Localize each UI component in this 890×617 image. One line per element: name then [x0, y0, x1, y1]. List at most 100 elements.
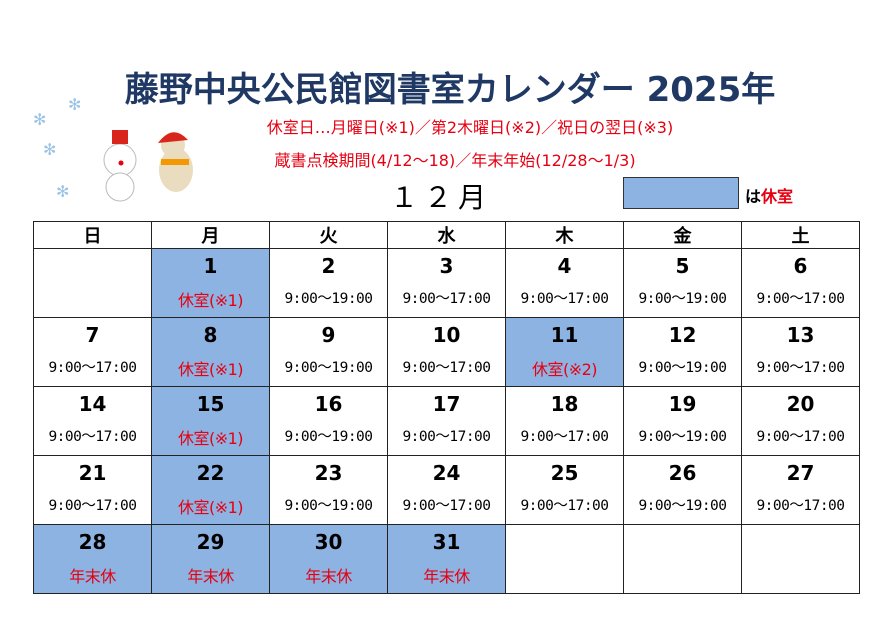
page-title: 藤野中央公民館図書室カレンダー 2025年: [124, 70, 776, 110]
special-closure-note: 蔵書点検期間(4/12〜18)／年末年始(12/28〜1/3): [274, 151, 636, 170]
calendar-day: 16 9:00〜19:00: [269, 386, 388, 456]
opening-hours: 9:00〜19:00: [638, 360, 727, 376]
calendar-week: 7 9:00〜17:00 8 休室(※1) 9 9:00〜19:00 10 9:00〜17:0…: [33, 317, 860, 387]
day-number: 23: [314, 461, 343, 485]
day-number: 29: [196, 530, 225, 554]
closed-label: 休室(※2): [531, 360, 598, 379]
calendar-day: 28 年末休: [33, 524, 152, 594]
calendar-day: 26 9:00〜19:00: [623, 455, 742, 525]
calendar-day: 31 年末休: [387, 524, 506, 594]
closed-label: 年末休: [423, 567, 470, 586]
opening-hours: 9:00〜17:00: [48, 429, 137, 445]
opening-hours: 9:00〜19:00: [638, 498, 727, 514]
calendar-day: 6 9:00〜17:00: [741, 248, 860, 318]
legend-label: 休室: [761, 187, 794, 206]
day-number: 30: [314, 530, 343, 554]
calendar-day: 25 9:00〜17:00: [505, 455, 624, 525]
weekday-header: 金: [623, 221, 742, 249]
calendar-week: 21 9:00〜17:00 22 休室(※1) 23 9:00〜19:00 24 9:00〜1…: [33, 455, 860, 525]
closed-label: 年末休: [187, 567, 234, 586]
day-number: 11: [550, 323, 579, 347]
calendar-day: 12 9:00〜19:00: [623, 317, 742, 387]
day-number: 20: [786, 392, 815, 416]
calendar-day: 29 年末休: [151, 524, 270, 594]
calendar-empty-cell: [623, 524, 742, 594]
closed-days-note: 休室日…月曜日(※1)／第2木曜日(※2)／祝日の翌日(※3): [266, 118, 674, 137]
day-number: 16: [314, 392, 343, 416]
day-number: 2: [321, 254, 336, 278]
calendar-empty-cell: [505, 524, 624, 594]
calendar-day: 22 休室(※1): [151, 455, 270, 525]
opening-hours: 9:00〜17:00: [520, 429, 609, 445]
day-number: 31: [432, 530, 461, 554]
calendar-day: 23 9:00〜19:00: [269, 455, 388, 525]
day-number: 13: [786, 323, 815, 347]
svg-text:✻: ✻: [68, 95, 81, 114]
opening-hours: 9:00〜17:00: [402, 498, 491, 514]
day-number: 22: [196, 461, 225, 485]
day-number: 26: [668, 461, 697, 485]
calendar-day: 30 年末休: [269, 524, 388, 594]
calendar-day: 8 休室(※1): [151, 317, 270, 387]
opening-hours: 9:00〜17:00: [48, 498, 137, 514]
opening-hours: 9:00〜17:00: [48, 360, 137, 376]
day-number: 25: [550, 461, 579, 485]
svg-text:✻: ✻: [43, 140, 56, 159]
calendar-empty-cell: [741, 524, 860, 594]
opening-hours: 9:00〜19:00: [638, 291, 727, 307]
svg-text:✻: ✻: [56, 182, 69, 201]
closed-label: 休室(※1): [177, 498, 244, 517]
opening-hours: 9:00〜17:00: [756, 360, 845, 376]
day-number: 9: [321, 323, 336, 347]
weekday-header: 木: [505, 221, 624, 249]
calendar-day: 4 9:00〜17:00: [505, 248, 624, 318]
day-number: [742, 530, 859, 560]
opening-hours: 9:00〜17:00: [520, 498, 609, 514]
opening-hours: 9:00〜17:00: [402, 429, 491, 445]
day-number: 21: [78, 461, 107, 485]
day-number: 18: [550, 392, 579, 416]
legend-prefix: は: [745, 187, 762, 206]
snowman-and-dog-illustration: ✻ ✻ ✻ ✻: [33, 95, 193, 202]
opening-hours: 9:00〜19:00: [284, 498, 373, 514]
opening-hours: 9:00〜17:00: [756, 498, 845, 514]
weekday-header: 月: [151, 221, 270, 249]
closed-label: 休室(※1): [177, 291, 244, 310]
svg-text:✻: ✻: [33, 110, 46, 129]
day-number: 15: [196, 392, 225, 416]
day-number: 5: [675, 254, 690, 278]
calendar-day: 24 9:00〜17:00: [387, 455, 506, 525]
closed-label: 年末休: [69, 567, 116, 586]
opening-hours: 9:00〜17:00: [402, 360, 491, 376]
day-number: 19: [668, 392, 697, 416]
day-number: 8: [203, 323, 218, 347]
calendar-day: 10 9:00〜17:00: [387, 317, 506, 387]
calendar-day: 11 休室(※2): [505, 317, 624, 387]
calendar-day: 15 休室(※1): [151, 386, 270, 456]
weekday-header: 水: [387, 221, 506, 249]
calendar-week: 1 休室(※1) 2 9:00〜19:00 3 9:00〜17:00 4 9:00〜17:00…: [33, 248, 860, 318]
closed-label: 休室(※1): [177, 429, 244, 448]
opening-hours: 9:00〜17:00: [402, 291, 491, 307]
closed-label: 年末休: [305, 567, 352, 586]
day-number: 17: [432, 392, 461, 416]
calendar-empty-cell: [33, 248, 152, 318]
day-number: [624, 530, 741, 560]
calendar-day: 3 9:00〜17:00: [387, 248, 506, 318]
calendar-day: 17 9:00〜17:00: [387, 386, 506, 456]
day-number: 10: [432, 323, 461, 347]
calendar-day: 19 9:00〜19:00: [623, 386, 742, 456]
day-number: 27: [786, 461, 815, 485]
day-number: [506, 530, 623, 560]
calendar-week: 28 年末休 29 年末休 30 年末休 31 年末休: [33, 524, 860, 594]
opening-hours: 9:00〜17:00: [756, 291, 845, 307]
opening-hours: 9:00〜19:00: [284, 291, 373, 307]
day-number: 7: [85, 323, 100, 347]
day-number: [34, 254, 151, 284]
opening-hours: 9:00〜19:00: [284, 429, 373, 445]
calendar-day: 5 9:00〜19:00: [623, 248, 742, 318]
closed-label: 休室(※1): [177, 360, 244, 379]
day-number: 14: [78, 392, 107, 416]
closed-legend-label: は休室: [745, 183, 793, 207]
day-number: 1: [203, 254, 218, 278]
